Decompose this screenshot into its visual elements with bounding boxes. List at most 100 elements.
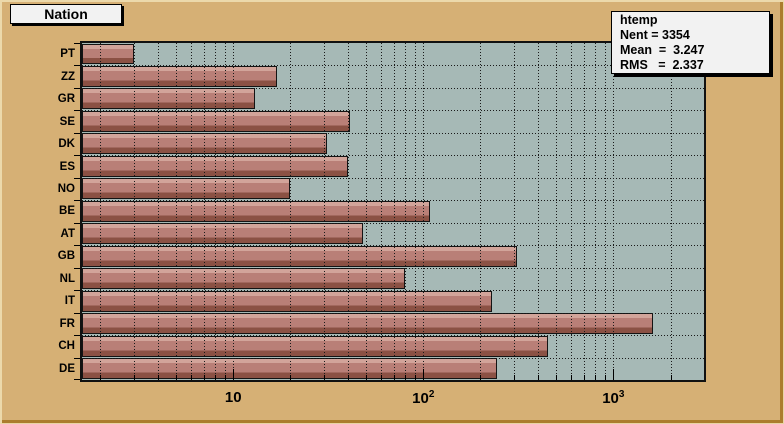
grid-line-vertical xyxy=(594,43,596,380)
y-axis-label-gr: GR xyxy=(57,93,75,106)
grid-line-vertical xyxy=(366,43,368,380)
y-axis-label-dk: DK xyxy=(58,138,75,151)
grid-line-vertical xyxy=(480,43,482,380)
grid-line-vertical xyxy=(290,43,292,380)
bar-pt[interactable] xyxy=(82,43,134,65)
bar-ch[interactable] xyxy=(82,335,549,357)
y-axis-label-se: SE xyxy=(59,115,75,128)
x-axis-minor-tick xyxy=(290,375,292,380)
grid-line-horizontal xyxy=(82,65,704,67)
grid-line-vertical xyxy=(214,43,216,380)
plot-area[interactable] xyxy=(74,43,704,380)
y-axis-label-it: IT xyxy=(64,295,75,308)
y-axis-bin-tick xyxy=(74,379,80,380)
y-axis-label-fr: FR xyxy=(59,317,75,330)
grid-line-vertical xyxy=(556,43,558,380)
grid-line-horizontal xyxy=(82,312,704,314)
y-axis-label-zz: ZZ xyxy=(60,70,75,83)
x-axis-minor-tick xyxy=(594,375,596,380)
grid-line-horizontal xyxy=(82,155,704,157)
grid-line-horizontal xyxy=(82,245,704,247)
x-axis-minor-tick xyxy=(670,375,672,380)
grid-line-horizontal xyxy=(82,335,704,337)
x-axis-minor-tick xyxy=(191,375,193,380)
bar-nl[interactable] xyxy=(82,268,405,290)
x-axis-label-10: 10 xyxy=(224,389,242,406)
y-axis-bin-tick xyxy=(74,222,80,224)
grid-line-vertical xyxy=(393,43,395,380)
x-axis-minor-tick xyxy=(133,375,135,380)
stats-rms: RMS = 2.337 xyxy=(620,58,704,72)
x-axis-minor-tick xyxy=(393,375,395,380)
x-axis-minor-tick xyxy=(100,375,102,380)
grid-line-vertical xyxy=(571,43,573,380)
x-axis-major-tick xyxy=(423,369,425,380)
y-axis-bin-tick xyxy=(74,335,80,337)
y-axis-bin-tick xyxy=(74,87,80,89)
grid-line-vertical xyxy=(537,43,539,380)
y-axis-bin-tick xyxy=(74,290,80,292)
y-axis-bin-tick xyxy=(74,357,80,359)
x-axis-minor-tick xyxy=(176,375,178,380)
y-axis-bin-tick xyxy=(74,65,80,67)
x-axis-minor-tick xyxy=(214,375,216,380)
grid-line-vertical xyxy=(133,43,135,380)
stats-mean: Mean = 3.247 xyxy=(620,43,705,57)
y-axis-label-gb: GB xyxy=(57,250,75,263)
histogram-title: Nation xyxy=(44,6,88,22)
x-axis-minor-tick xyxy=(224,375,226,380)
grid-line-horizontal xyxy=(82,87,704,89)
grid-line-horizontal xyxy=(82,357,704,359)
y-axis-bin-tick xyxy=(74,110,80,112)
stats-box[interactable]: htemp Nent = 3354 Mean = 3.247 RMS = 2.3… xyxy=(611,11,770,74)
stats-histogram-name: htemp xyxy=(620,13,658,27)
y-axis-bin-tick xyxy=(74,245,80,247)
y-axis-label-ch: CH xyxy=(58,340,75,353)
grid-line-vertical xyxy=(323,43,325,380)
bar-gb[interactable] xyxy=(82,245,518,267)
bar-no[interactable] xyxy=(82,178,291,200)
grid-line-vertical xyxy=(347,43,349,380)
x-axis-label-100: 102 xyxy=(412,389,435,407)
bar-se[interactable] xyxy=(82,110,350,132)
bar-fr[interactable] xyxy=(82,313,654,335)
bar-it[interactable] xyxy=(82,290,493,312)
grid-line-horizontal xyxy=(82,132,704,134)
grid-line-vertical xyxy=(100,43,102,380)
y-axis-bin-tick xyxy=(74,132,80,134)
y-axis-bin-tick xyxy=(74,200,80,202)
grid-line-horizontal xyxy=(82,177,704,179)
x-axis-minor-tick xyxy=(404,375,406,380)
grid-line-vertical xyxy=(203,43,205,380)
x-axis-minor-tick xyxy=(203,375,205,380)
histogram-title-box[interactable]: Nation xyxy=(10,4,122,24)
x-axis-minor-tick xyxy=(604,375,606,380)
x-axis-minor-tick xyxy=(556,375,558,380)
stats-entries: Nent = 3354 xyxy=(620,28,690,42)
bar-zz[interactable] xyxy=(82,65,278,87)
x-axis-minor-tick xyxy=(537,375,539,380)
grid-line-vertical xyxy=(423,43,425,380)
y-axis-label-es: ES xyxy=(59,160,75,173)
grid-line-vertical xyxy=(613,43,615,380)
x-axis-minor-tick xyxy=(480,375,482,380)
x-axis-minor-tick xyxy=(414,375,416,380)
grid-line-vertical xyxy=(176,43,178,380)
grid-line-vertical xyxy=(583,43,585,380)
y-axis-bin-tick xyxy=(74,177,80,179)
y-axis-label-no: NO xyxy=(57,183,75,196)
x-axis-label-1000: 103 xyxy=(602,389,625,407)
x-axis-minor-tick xyxy=(583,375,585,380)
y-axis-label-de: DE xyxy=(59,362,75,375)
plot-frame xyxy=(74,41,706,382)
grid-line-vertical xyxy=(233,43,235,380)
bar-at[interactable] xyxy=(82,223,363,245)
grid-line-vertical xyxy=(404,43,406,380)
grid-line-horizontal xyxy=(82,222,704,224)
y-axis-label-at: AT xyxy=(60,227,75,240)
grid-line-vertical xyxy=(224,43,226,380)
x-axis-minor-tick xyxy=(381,375,383,380)
bar-gr[interactable] xyxy=(82,88,255,110)
grid-line-vertical xyxy=(381,43,383,380)
